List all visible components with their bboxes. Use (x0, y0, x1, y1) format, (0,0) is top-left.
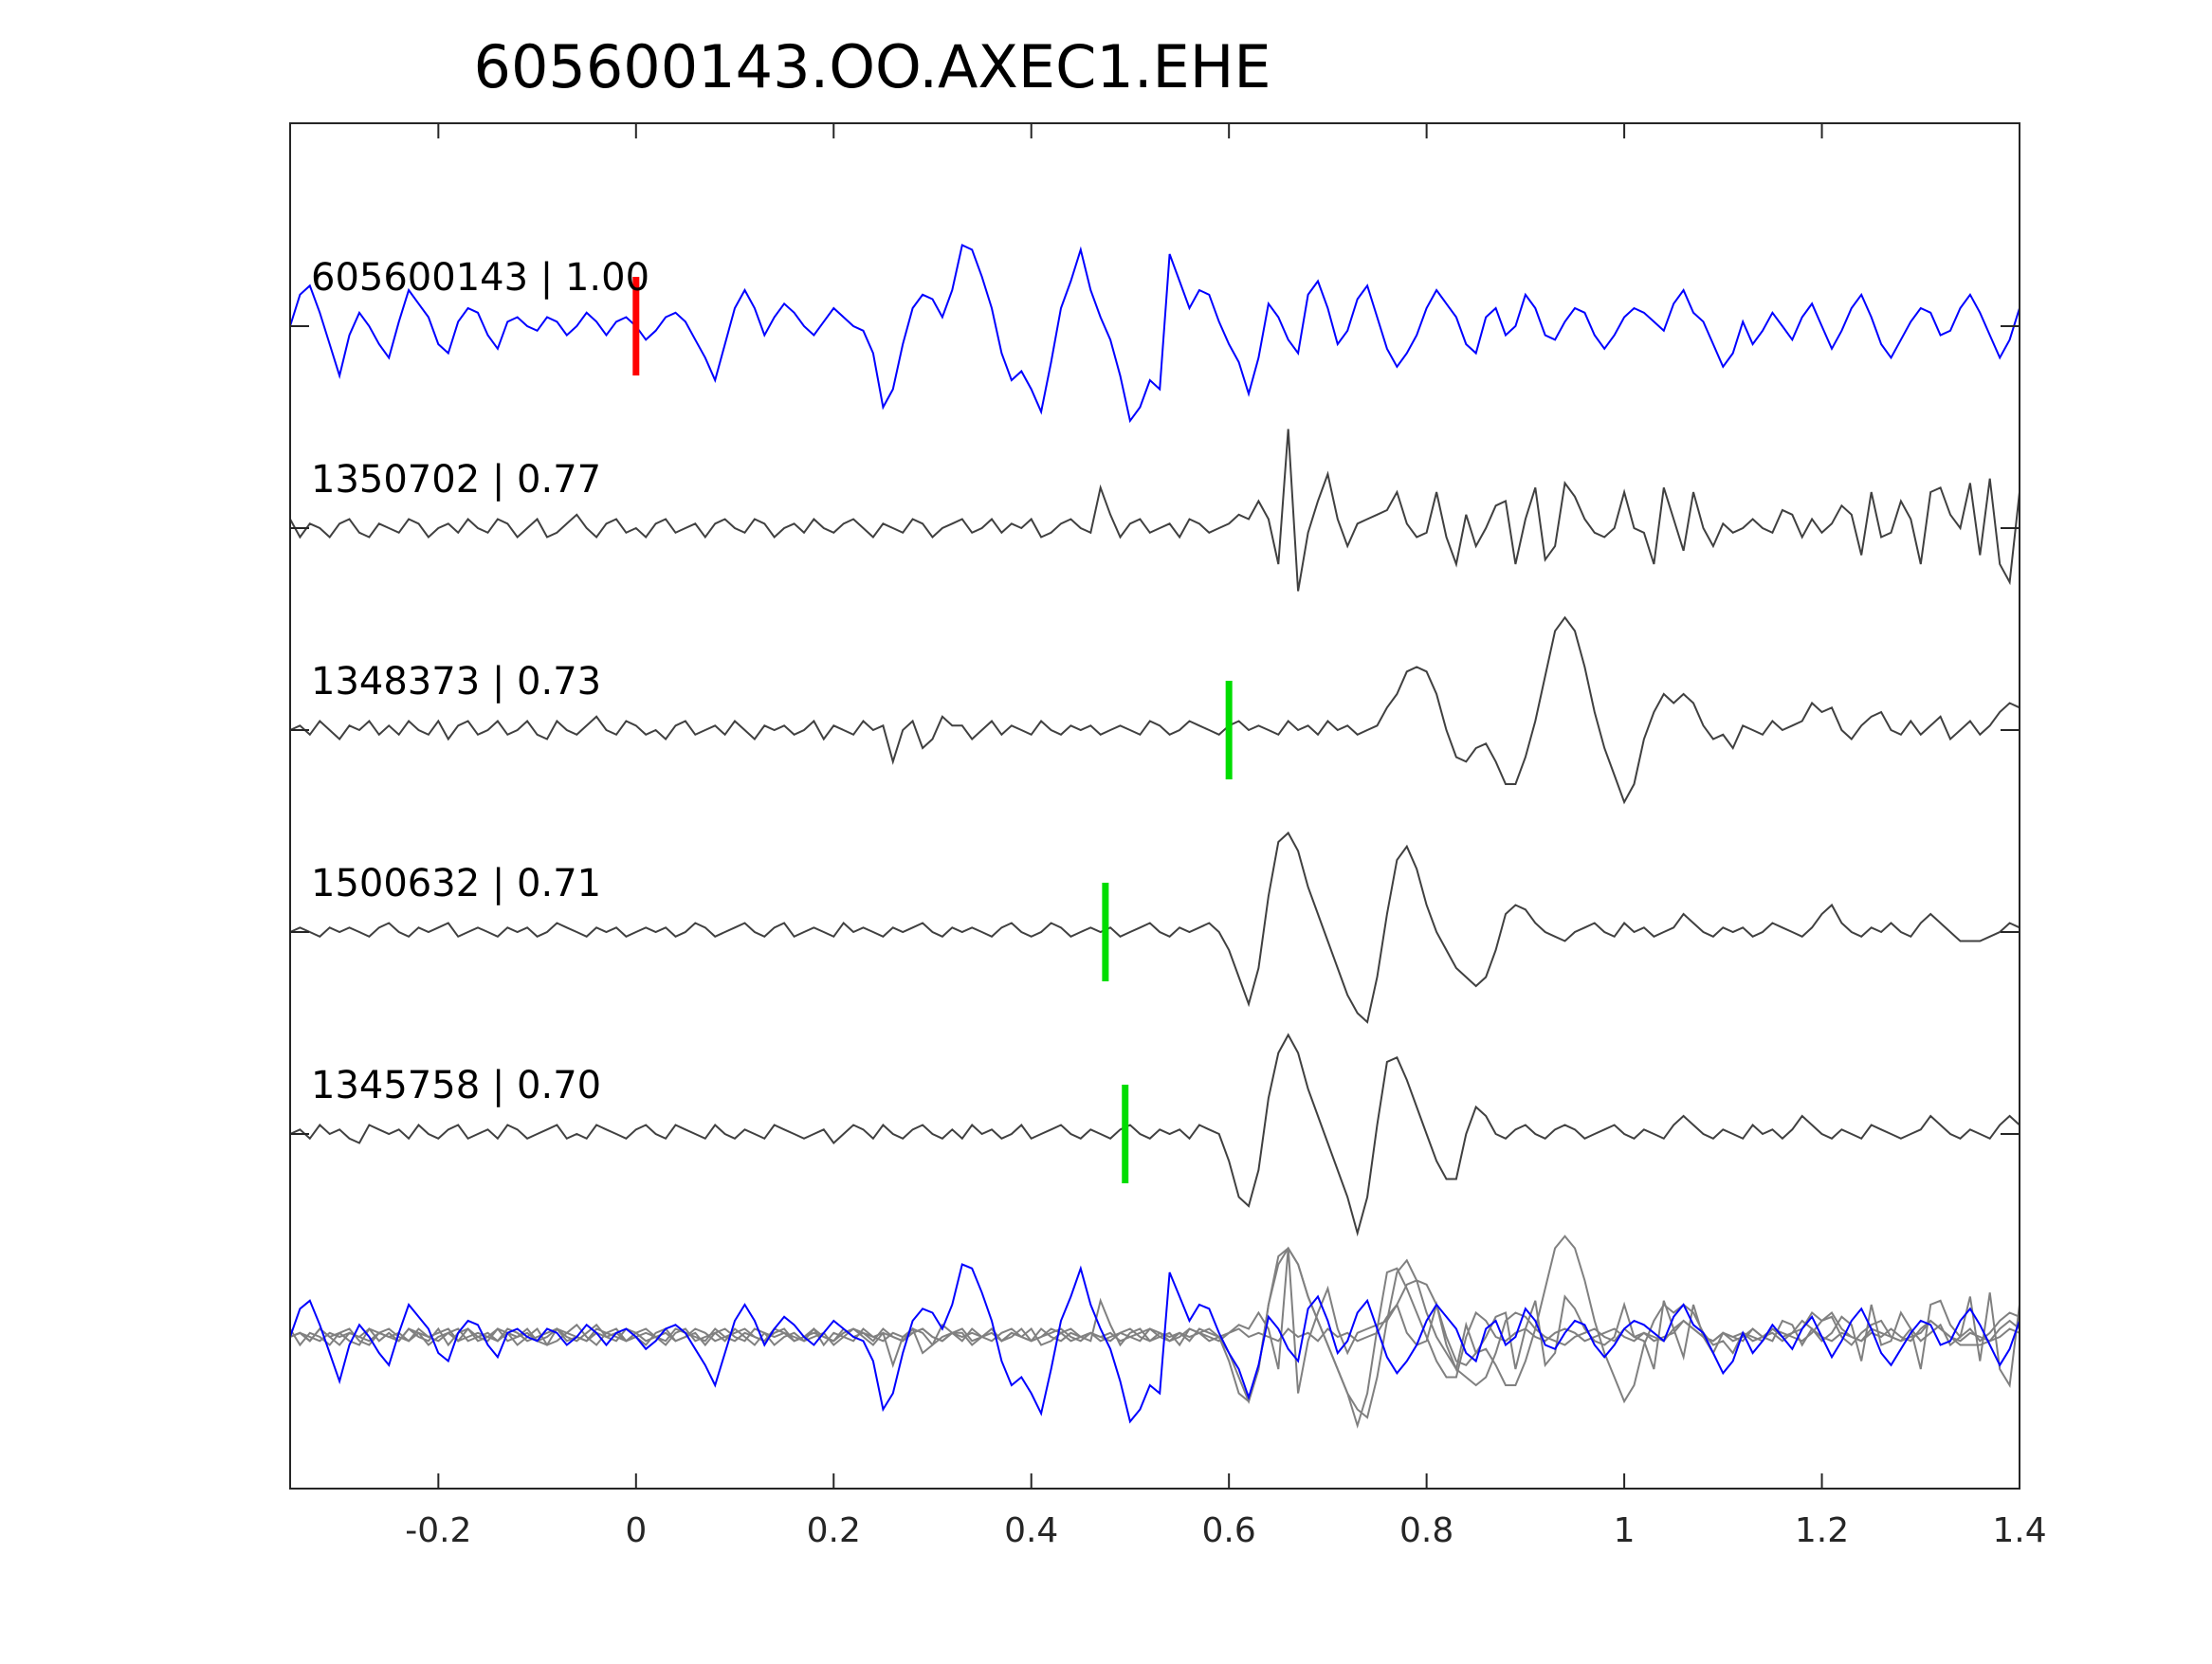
x-tick-label-2: 0.2 (807, 1511, 861, 1550)
axes-layer: -0.2 0 0.2 0.4 0.6 0.8 1 1.2 1.4 (289, 122, 2047, 1550)
x-tick-label-0: -0.2 (405, 1511, 471, 1550)
x-tick-label-5: 0.8 (1399, 1511, 1453, 1550)
trace-1350702 (289, 429, 2020, 592)
trace-1348373 (289, 615, 2020, 805)
overlay-trace-1348373 (289, 1234, 2020, 1404)
trace-label-1350702: 1350702 | 0.77 (311, 458, 601, 502)
chart-title: 605600143.OO.AXEC1.EHE (474, 32, 1271, 101)
labels-layer: 605600143 | 1.00 1350702 | 0.77 1348373 | … (311, 256, 649, 1107)
trace-label-605600143: 605600143 | 1.00 (311, 256, 649, 300)
trace-1500632 (289, 831, 2020, 1024)
x-tick-label-3: 0.4 (1004, 1511, 1058, 1550)
trace-label-1500632: 1500632 | 0.71 (311, 862, 601, 905)
x-tick-label-1: 0 (625, 1511, 647, 1550)
traces-layer (289, 244, 2020, 1237)
overlay-trace-1345758 (289, 1246, 2020, 1429)
x-tick-label-8: 1.4 (1992, 1511, 2046, 1550)
picks-layer (632, 277, 1233, 1183)
trace-605600143 (289, 244, 2020, 424)
x-tick-label-6: 1 (1614, 1511, 1636, 1550)
overlay-trace-605600143 (289, 1263, 2020, 1424)
trace-label-1348373: 1348373 | 0.73 (311, 660, 601, 704)
axes-frame (289, 122, 2020, 1490)
trace-1345758 (289, 1033, 2020, 1237)
overlay-layer (289, 1234, 2020, 1429)
trace-label-1345758: 1345758 | 0.70 (311, 1064, 601, 1107)
x-tick-label-7: 1.2 (1795, 1511, 1849, 1550)
overlay-trace-1350702 (289, 1248, 2020, 1394)
x-tick-label-4: 0.6 (1202, 1511, 1256, 1550)
